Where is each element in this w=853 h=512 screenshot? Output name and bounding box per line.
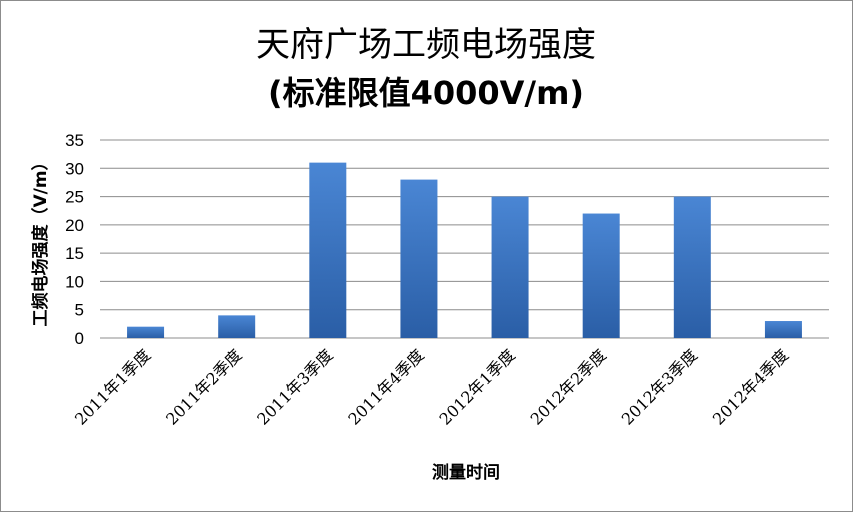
y-tick-label: 15 <box>65 244 84 263</box>
y-tick-label: 30 <box>65 159 84 178</box>
y-tick-label: 0 <box>75 329 84 348</box>
x-axis-label: 测量时间 <box>432 462 500 483</box>
x-tick-labels: 2011年1季度 2011年2季度 2011年3季度 2011年4季度 2012年1季度… <box>71 345 792 428</box>
bar <box>127 326 165 338</box>
x-tick-label: 2012年4季度 <box>709 345 792 428</box>
y-tick-labels: 0 5 10 15 20 25 30 35 <box>65 131 84 348</box>
x-tick-label: 2011年2季度 <box>162 345 245 428</box>
bars <box>127 162 802 338</box>
x-tick-label: 2011年3季度 <box>253 345 336 428</box>
gridlines <box>100 139 829 339</box>
bar <box>764 321 802 338</box>
bar <box>400 179 438 338</box>
y-tick-label: 10 <box>65 272 84 291</box>
y-tick-label: 20 <box>65 216 84 235</box>
y-tick-label: 35 <box>65 131 84 150</box>
x-tick-label: 2011年1季度 <box>71 345 154 428</box>
bar <box>673 196 711 338</box>
bar <box>491 196 529 338</box>
y-axis-label: 工频电场强度（V/m） <box>30 153 51 326</box>
x-tick-label: 2012年2季度 <box>527 345 610 428</box>
chart-title: 天府广场工频电场强度 <box>256 25 596 65</box>
chart-subtitle: (标准限值4000V/m) <box>268 74 584 112</box>
y-tick-label: 25 <box>65 188 84 207</box>
x-tick-label: 2011年4季度 <box>344 345 427 428</box>
bar <box>218 315 256 338</box>
bar <box>582 213 620 338</box>
x-tick-label: 2012年1季度 <box>436 345 519 428</box>
x-tick-label: 2012年3季度 <box>618 345 701 428</box>
bar <box>309 162 347 338</box>
y-tick-label: 5 <box>75 301 84 320</box>
